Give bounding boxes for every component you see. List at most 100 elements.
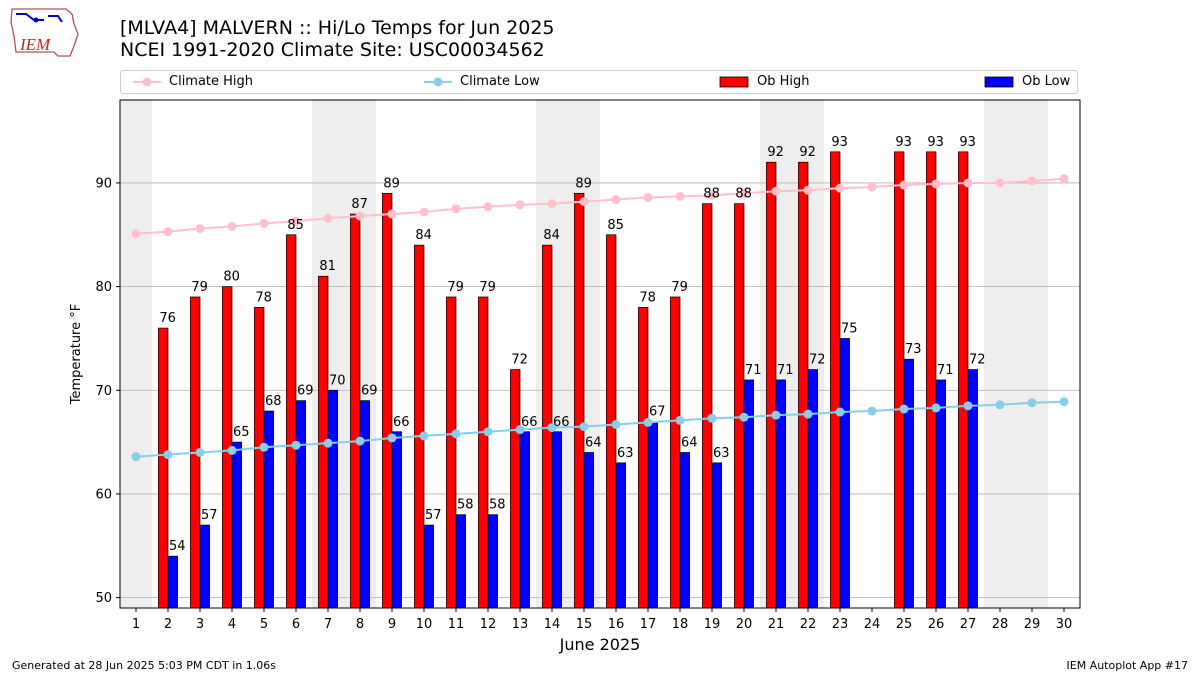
ob-low-bar-26 [935, 379, 946, 609]
ob-high-bar-17 [638, 306, 649, 609]
ob-low-bar-12 [487, 514, 498, 609]
ob-high-bar-18 [670, 296, 681, 609]
legend-item-climate-low: Climate Low [424, 74, 540, 89]
ob-high-label-21: 92 [767, 145, 784, 160]
climate-low-marker-icon [424, 77, 452, 86]
ob-high-bar-5 [254, 306, 265, 609]
legend-label-climate-high: Climate High [169, 74, 254, 89]
climate-high-point-20 [739, 188, 749, 198]
climate-low-point-5 [259, 442, 269, 452]
climate-high-point-25 [899, 180, 909, 190]
x-tick-label-4: 4 [228, 617, 236, 632]
ob-high-label-8: 87 [351, 197, 368, 212]
ob-low-bar-22 [807, 369, 818, 609]
climate-high-point-1 [131, 229, 141, 239]
climate-high-point-4 [227, 221, 237, 231]
ob-low-bar-13 [519, 431, 530, 609]
legend-label-climate-low: Climate Low [460, 74, 540, 89]
climate-high-point-30 [1059, 174, 1069, 184]
legend-label-ob-high: Ob High [757, 74, 810, 89]
ob-low-bar-25 [903, 358, 914, 609]
x-tick-label-2: 2 [164, 617, 172, 632]
legend-item-climate-high: Climate High [133, 74, 253, 89]
climate-high-point-19 [707, 190, 717, 200]
ob-high-bar-11 [446, 296, 457, 609]
x-tick-label-25: 25 [896, 617, 913, 632]
ob-high-bar-22 [798, 161, 809, 609]
x-tick-label-8: 8 [356, 617, 364, 632]
ob-low-bar-15 [583, 452, 594, 609]
ob-low-label-9: 66 [393, 415, 410, 430]
climate-low-point-12 [483, 427, 493, 437]
x-tick-label-14: 14 [544, 617, 561, 632]
y-tick-label-70: 70 [95, 384, 112, 399]
climate-high-point-14 [547, 199, 557, 209]
x-tick-label-13: 13 [512, 617, 529, 632]
x-tick-label-30: 30 [1056, 617, 1073, 632]
ob-low-label-11: 58 [457, 498, 474, 513]
ob-low-label-23: 75 [841, 321, 858, 336]
climate-high-point-29 [1027, 176, 1037, 186]
chart-subtitle: NCEI 1991-2020 Climate Site: USC00034562 [120, 39, 545, 61]
ob-low-label-25: 73 [905, 342, 922, 357]
ob-high-label-4: 80 [223, 270, 240, 285]
climate-low-point-7 [323, 438, 333, 448]
ob-high-bar-9 [382, 192, 393, 609]
ob-low-label-2: 54 [169, 539, 186, 554]
ob-low-label-19: 63 [713, 446, 730, 461]
ob-low-bar-8 [359, 400, 370, 609]
ob-high-bar-12 [478, 296, 489, 609]
ob-low-label-16: 63 [617, 446, 634, 461]
climate-low-point-1 [131, 452, 141, 462]
x-tick-label-10: 10 [416, 617, 433, 632]
climate-high-point-28 [995, 178, 1005, 188]
ob-high-bar-23 [830, 151, 841, 609]
climate-low-point-4 [227, 445, 237, 455]
ob-low-label-5: 68 [265, 394, 282, 409]
ob-high-label-19: 88 [703, 187, 720, 202]
climate-high-point-26 [931, 179, 941, 189]
ob-high-bar-15 [574, 192, 585, 609]
ob-high-bar-27 [958, 151, 969, 609]
climate-high-point-27 [963, 178, 973, 188]
ob-high-bar-13 [510, 369, 521, 609]
climate-low-point-25 [899, 404, 909, 414]
legend-item-ob-high: Ob High [719, 74, 810, 89]
climate-high-point-23 [835, 183, 845, 193]
x-tick-label-19: 19 [704, 617, 721, 632]
x-tick-label-3: 3 [196, 617, 204, 632]
ob-high-bar-2 [158, 327, 169, 609]
x-tick-label-29: 29 [1024, 617, 1041, 632]
climate-high-point-22 [803, 185, 813, 195]
climate-high-point-13 [515, 200, 525, 210]
ob-high-label-5: 78 [255, 290, 272, 305]
x-tick-label-9: 9 [388, 617, 396, 632]
ob-low-label-26: 71 [937, 363, 954, 378]
ob-high-label-26: 93 [927, 135, 944, 150]
climate-low-point-21 [771, 410, 781, 420]
ob-low-bar-14 [551, 431, 562, 609]
climate-low-point-6 [291, 440, 301, 450]
ob-high-bar-6 [286, 234, 297, 609]
plot-frame [119, 99, 1081, 609]
ob-high-label-9: 89 [383, 176, 400, 191]
ob-high-label-16: 85 [607, 218, 624, 233]
climate-low-point-28 [995, 400, 1005, 410]
ob-high-label-17: 78 [639, 290, 656, 305]
ob-low-bar-11 [455, 514, 466, 609]
ob-low-bar-6 [295, 400, 306, 609]
ob-high-label-15: 89 [575, 176, 592, 191]
climate-high-point-10 [419, 207, 429, 217]
ob-high-label-25: 93 [895, 135, 912, 150]
climate-high-point-12 [483, 202, 493, 212]
climate-high-point-7 [323, 213, 333, 223]
ob-low-swatch-icon [984, 76, 1014, 87]
x-tick-label-24: 24 [864, 617, 881, 632]
climate-high-point-3 [195, 224, 205, 234]
climate-high-point-2 [163, 227, 173, 237]
ob-low-label-20: 71 [745, 363, 762, 378]
x-tick-label-21: 21 [768, 617, 785, 632]
ob-high-label-14: 84 [543, 228, 560, 243]
climate-low-point-14 [547, 423, 557, 433]
legend-item-ob-low: Ob Low [984, 74, 1070, 89]
